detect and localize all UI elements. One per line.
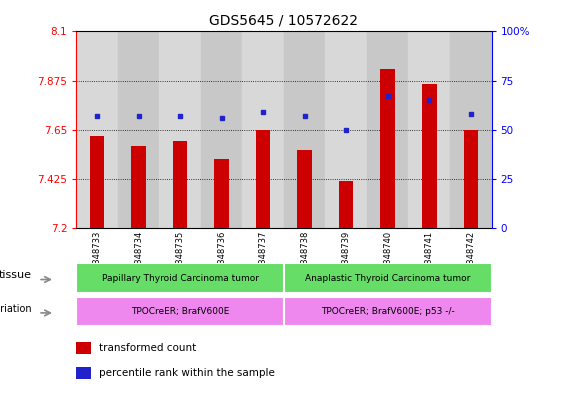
Bar (131, 146, 146, 228)
Bar (76, 31, 118, 228)
Bar (367, 31, 408, 228)
Text: Anaplastic Thyroid Carcinoma tumor: Anaplastic Thyroid Carcinoma tumor (305, 274, 471, 283)
Bar (463, 130, 478, 228)
Bar (201, 31, 242, 228)
Bar (214, 159, 229, 228)
Bar (408, 31, 450, 228)
Title: GDS5645 / 10572622: GDS5645 / 10572622 (210, 13, 358, 28)
Bar (76, 367, 91, 378)
Bar (159, 31, 201, 228)
Bar (325, 31, 367, 228)
Bar (76, 297, 284, 326)
Bar (173, 141, 188, 228)
Bar (450, 31, 492, 228)
Text: Papillary Thyroid Carcinoma tumor: Papillary Thyroid Carcinoma tumor (102, 274, 259, 283)
Bar (76, 263, 284, 293)
Text: TPOCreER; BrafV600E: TPOCreER; BrafV600E (131, 307, 229, 316)
Bar (118, 31, 159, 228)
Text: transformed count: transformed count (99, 343, 197, 353)
Bar (284, 263, 492, 293)
Text: tissue: tissue (0, 270, 32, 280)
Bar (76, 342, 91, 354)
Text: genotype/variation: genotype/variation (0, 303, 32, 314)
Bar (284, 297, 492, 326)
Text: percentile rank within the sample: percentile rank within the sample (99, 367, 275, 378)
Bar (242, 31, 284, 228)
Bar (380, 68, 395, 228)
Bar (90, 136, 105, 228)
Bar (297, 151, 312, 228)
Bar (422, 84, 437, 228)
Bar (284, 31, 325, 228)
Bar (256, 130, 271, 228)
Bar (339, 181, 354, 228)
Text: TPOCreER; BrafV600E; p53 -/-: TPOCreER; BrafV600E; p53 -/- (321, 307, 455, 316)
